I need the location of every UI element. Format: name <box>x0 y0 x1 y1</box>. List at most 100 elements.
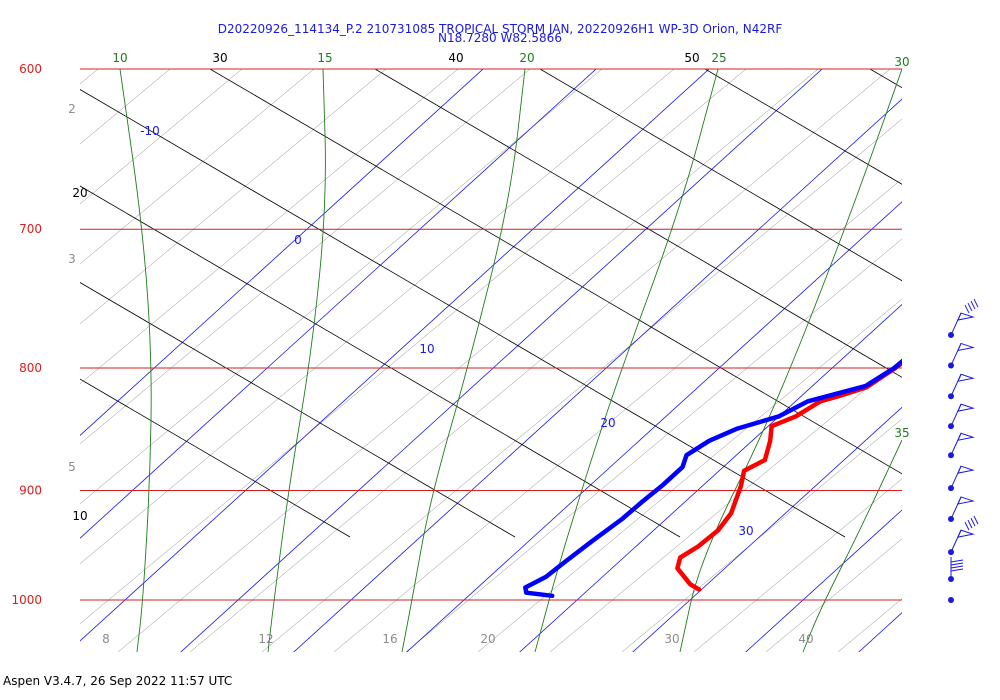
dewpoint-profile-line <box>523 358 902 599</box>
mixing-ratio-label: 8 <box>102 632 110 646</box>
wind-barb <box>948 432 975 459</box>
mixing-ratio-label: 30 <box>664 632 679 646</box>
isotherm-line <box>745 509 902 652</box>
wind-barb-pennant <box>957 465 975 474</box>
wind-barb <box>948 298 979 339</box>
mixing-ratio-line <box>333 178 902 652</box>
mixing-ratio-label: 20 <box>480 632 495 646</box>
chart-title: D20220926_114134_P.2 210731085 TROPICAL … <box>217 22 783 36</box>
dry-adiabat-line <box>374 69 902 378</box>
mixing-ratio-line <box>80 69 531 445</box>
mixing-ratio-line <box>549 358 902 652</box>
isotherm-label: 10 <box>419 342 434 356</box>
isotherm-line <box>80 69 484 436</box>
wind-barb-feather <box>950 565 964 569</box>
mixing-ratio-line <box>765 538 902 652</box>
dry-adiabat-label: 50 <box>684 51 699 65</box>
wind-barb-pennant <box>957 312 975 321</box>
wind-barb-pennant <box>957 403 975 412</box>
wind-barb-feather <box>964 304 970 314</box>
mixing-ratio-label: 16 <box>382 632 397 646</box>
dry-adiabat-line <box>704 69 902 185</box>
isobar-label: 900 <box>19 483 42 497</box>
mixing-ratio-label: 3 <box>68 252 76 266</box>
chart-subtitle-location: N18.7280 W82.5866 <box>438 31 562 45</box>
footer-version: Aspen V3.4.7, 26 Sep 2022 11:57 UTC <box>3 674 233 688</box>
isotherm-label: 30 <box>738 524 753 538</box>
isotherm-line <box>406 201 902 652</box>
wind-barb <box>948 342 975 369</box>
moist-adiabat-label: 15 <box>317 51 332 65</box>
isobar-label: 1000 <box>11 593 42 607</box>
mixing-ratio-line <box>477 298 902 652</box>
wind-barb-feather <box>950 562 964 566</box>
isobar-label: 800 <box>19 361 42 375</box>
isotherm-label: 20 <box>600 416 615 430</box>
moist-adiabat-label: 25 <box>711 51 726 65</box>
wind-barb-pennant <box>957 373 975 382</box>
mixing-ratio-line <box>621 418 902 652</box>
wind-barb-pennant <box>957 342 975 352</box>
isobar-label: 600 <box>19 62 42 76</box>
wind-barb-feather <box>970 517 976 527</box>
isotherm-line <box>519 304 902 652</box>
mixing-ratio-label: 40 <box>798 632 813 646</box>
wind-barb-feather <box>964 521 970 531</box>
isotherm-line <box>180 69 823 652</box>
wind-barb <box>948 597 954 603</box>
dry-adiabat-label: 30 <box>212 51 227 65</box>
wind-barb-pennant <box>957 529 975 538</box>
moist-adiabat-line <box>267 69 326 652</box>
wind-barb-feather <box>973 515 979 525</box>
wind-barb <box>948 515 979 556</box>
mixing-ratio-line <box>80 69 315 265</box>
dry-adiabat-label: 40 <box>448 51 463 65</box>
mixing-ratio-label: 5 <box>68 460 76 474</box>
mixing-ratio-label: 2 <box>68 102 76 116</box>
moist-adiabat-label: 20 <box>519 51 534 65</box>
moist-adiabat-label: 35 <box>894 426 909 440</box>
wind-barb <box>948 373 975 400</box>
wind-barb <box>948 556 964 582</box>
wind-barb-pennant <box>957 496 975 505</box>
isotherm-line <box>858 612 902 652</box>
wind-barb <box>948 465 975 492</box>
moist-adiabat-label: 10 <box>112 51 127 65</box>
mixing-ratio-line <box>80 69 675 565</box>
isotherm-label: -10 <box>140 124 160 138</box>
isotherm-line <box>293 98 902 652</box>
wind-barb-feather <box>950 559 964 563</box>
dry-adiabat-line <box>80 89 846 538</box>
mixing-ratio-line <box>982 69 1000 652</box>
mixing-ratio-label: 12 <box>258 632 273 646</box>
moist-adiabat-line <box>119 69 152 652</box>
isotherm-line <box>632 406 902 652</box>
wind-barb <box>948 403 975 430</box>
mixing-ratio-line <box>80 69 243 205</box>
mixing-ratio-line <box>80 69 459 385</box>
mixing-ratio-line <box>80 69 603 505</box>
isobar-label: 700 <box>19 222 42 236</box>
mixing-ratio-line <box>80 69 99 85</box>
wind-barb-feather <box>973 298 979 308</box>
isotherm-label: 0 <box>294 233 302 247</box>
mixing-ratio-line <box>80 69 387 325</box>
temperature-profile-line <box>675 360 902 592</box>
dry-adiabat-label: 10 <box>72 509 87 523</box>
dry-adiabat-line <box>209 69 902 475</box>
wind-barb <box>948 496 975 522</box>
mixing-ratio-line <box>261 118 902 652</box>
mixing-ratio-line <box>405 238 902 652</box>
dry-adiabat-line <box>539 69 902 282</box>
isotherm-line <box>80 69 597 539</box>
wind-barb-pennant <box>957 432 975 441</box>
mixing-ratio-line <box>837 598 902 652</box>
wind-barb-feather <box>967 302 973 312</box>
wind-barb-feather <box>950 568 964 572</box>
dry-adiabat-label: 20 <box>72 186 87 200</box>
dry-adiabat-line <box>80 378 351 538</box>
isotherm-line <box>80 69 710 642</box>
mixing-ratio-line <box>693 478 902 652</box>
moist-adiabat-line <box>534 69 719 652</box>
